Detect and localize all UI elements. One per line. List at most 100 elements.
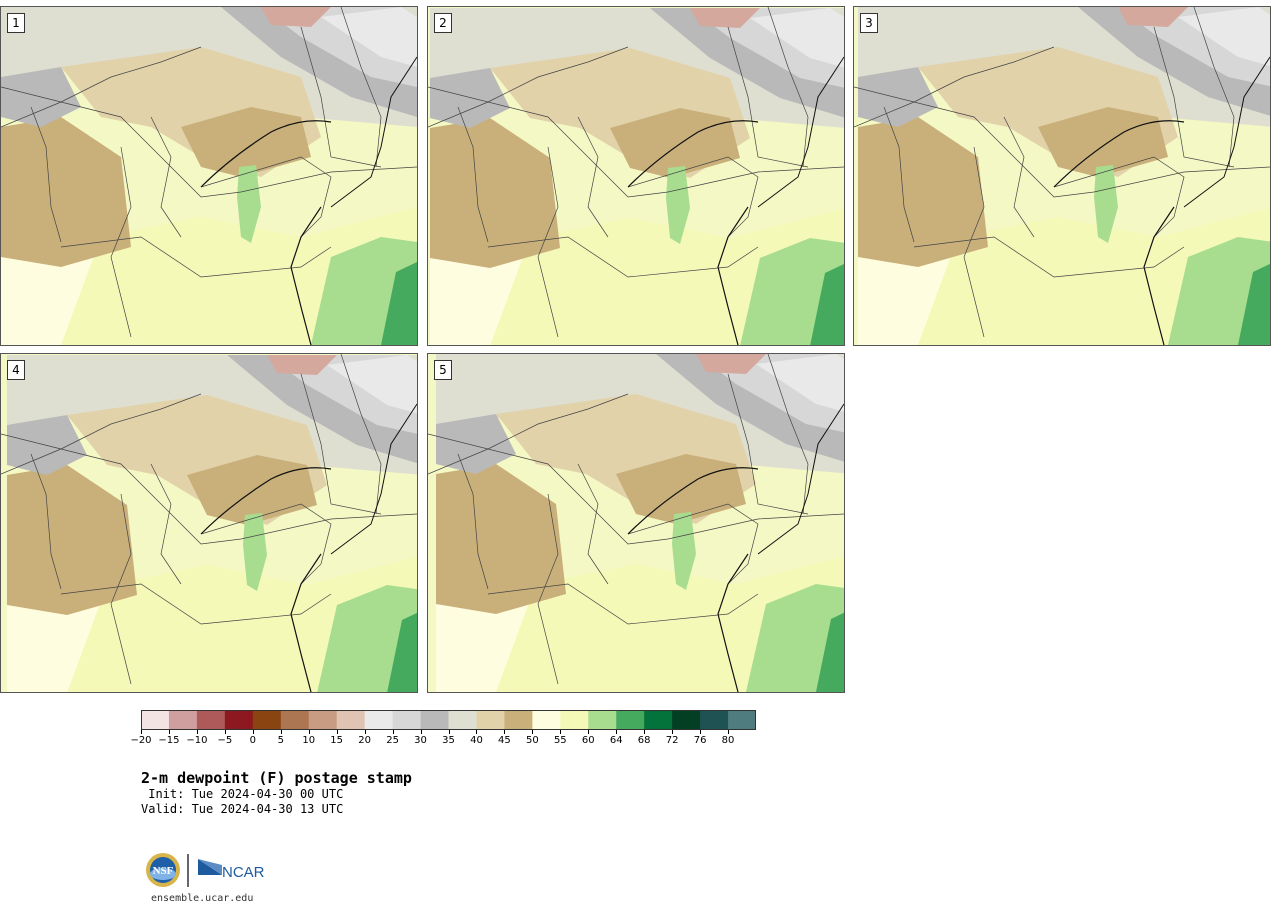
colorbar-swatch bbox=[196, 710, 226, 730]
state-boundary bbox=[1153, 26, 1235, 168]
colorbar-tickmark bbox=[588, 730, 590, 734]
colorbar-tickmark bbox=[560, 730, 562, 734]
dewpoint-contour bbox=[237, 165, 261, 243]
dewpoint-contour bbox=[610, 108, 740, 178]
colorbar-tick-label: 60 bbox=[581, 735, 595, 746]
colorbar-swatch bbox=[280, 710, 310, 730]
state-boundary bbox=[883, 106, 915, 243]
dewpoint-contour bbox=[317, 585, 417, 692]
state-boundary bbox=[1193, 7, 1235, 168]
colorbar-tickmark bbox=[252, 730, 254, 734]
coastline bbox=[717, 553, 749, 692]
colorbar-swatch bbox=[672, 710, 701, 730]
state-boundary bbox=[110, 146, 132, 338]
colorbar-tickmark bbox=[168, 730, 170, 734]
colorbar-tick-label: 55 bbox=[553, 735, 567, 746]
colorbar-tickmark bbox=[141, 730, 142, 734]
colorbar-swatch bbox=[448, 710, 477, 730]
colorbar-tick-label: 45 bbox=[498, 735, 511, 746]
colorbar-tickmark bbox=[196, 730, 198, 734]
dewpoint-contour bbox=[243, 513, 267, 591]
dewpoint-contour bbox=[1, 117, 131, 267]
coastline bbox=[1183, 56, 1270, 208]
dewpoint-contour bbox=[267, 355, 337, 375]
state-boundary bbox=[1003, 116, 1035, 238]
map-panel-4: 4 bbox=[0, 353, 418, 693]
state-boundary bbox=[767, 7, 809, 168]
state-boundary bbox=[1, 433, 417, 545]
state-boundary bbox=[200, 156, 332, 238]
state-boundary bbox=[457, 453, 489, 590]
colorbar-tick-label: 15 bbox=[330, 735, 344, 746]
colorbar-swatch bbox=[252, 710, 282, 730]
coastline bbox=[1143, 206, 1175, 345]
map-panel-5: 5 bbox=[427, 353, 845, 693]
dewpoint-contour bbox=[387, 612, 417, 692]
colorbar-tickmark bbox=[728, 730, 730, 734]
state-boundary bbox=[854, 86, 1270, 198]
colorbar-swatch bbox=[141, 710, 170, 730]
colorbar-tick-label: 72 bbox=[665, 735, 679, 746]
colorbar-swatch bbox=[588, 710, 617, 730]
panel-number: 5 bbox=[434, 360, 452, 380]
nsf-text: NSF bbox=[153, 865, 174, 877]
state-boundary bbox=[537, 493, 559, 685]
colorbar-tickmark bbox=[448, 730, 450, 734]
state-boundary bbox=[1, 393, 202, 475]
dewpoint-contour bbox=[187, 455, 317, 525]
colorbar-tick-label: −15 bbox=[158, 735, 180, 746]
coastline bbox=[330, 56, 417, 208]
dewpoint-contour bbox=[1178, 7, 1270, 66]
map-field bbox=[7, 355, 417, 692]
state-boundary bbox=[340, 354, 382, 515]
dewpoint-contour bbox=[1238, 263, 1270, 345]
state-boundary bbox=[577, 463, 609, 585]
dewpoint-contour bbox=[756, 354, 844, 412]
colorbar-swatch bbox=[168, 710, 198, 730]
dewpoint-contour bbox=[816, 612, 844, 692]
colorbar-tick-label: 80 bbox=[721, 735, 735, 746]
state-boundary bbox=[340, 7, 382, 168]
lake-shoreline bbox=[200, 120, 332, 188]
panel-number: 3 bbox=[860, 13, 878, 33]
colorbar-tickmark bbox=[504, 730, 506, 734]
state-boundary bbox=[913, 236, 1185, 278]
colorbar-swatch bbox=[392, 710, 422, 730]
colorbar-tick-label: 5 bbox=[277, 735, 284, 746]
nsf-ncar-logo: NSF NCAR bbox=[146, 853, 265, 887]
state-boundary bbox=[428, 393, 629, 475]
coastline bbox=[717, 206, 749, 345]
state-boundary bbox=[60, 583, 332, 625]
dewpoint-contour bbox=[690, 8, 760, 28]
state-boundary bbox=[428, 433, 844, 545]
colorbar-tick-label: 50 bbox=[525, 735, 539, 746]
map-field bbox=[436, 354, 844, 692]
colorbar-swatch bbox=[560, 710, 589, 730]
colorbar-swatch bbox=[336, 710, 366, 730]
dewpoint-contour bbox=[616, 454, 746, 524]
colorbar-tick-label: 64 bbox=[609, 735, 623, 746]
colorbar-tick-label: 30 bbox=[414, 735, 427, 746]
colorbar bbox=[141, 710, 756, 730]
init-time: Init: Tue 2024-04-30 00 UTC bbox=[141, 787, 344, 801]
colorbar-ticks: −20 −15 −10 −5 0 5 10 15 20 25 30 35 40 45 50 55 60 64 68 7… bbox=[130, 730, 781, 750]
colorbar-tick-label: 40 bbox=[470, 735, 483, 746]
colorbar-tick-label: −5 bbox=[217, 735, 233, 746]
colorbar-swatch bbox=[420, 710, 449, 730]
dewpoint-contour bbox=[430, 68, 510, 128]
ncar-text: NCAR bbox=[222, 864, 265, 881]
colorbar-tickmark bbox=[308, 730, 310, 734]
dewpoint-contour bbox=[430, 118, 560, 268]
colorbar-tickmark bbox=[700, 730, 702, 734]
lake-shoreline bbox=[627, 467, 759, 535]
colorbar-swatch bbox=[532, 710, 561, 730]
state-boundary bbox=[30, 106, 62, 243]
colorbar-tick-label: 20 bbox=[358, 735, 371, 746]
dewpoint-contour bbox=[7, 465, 137, 615]
website-url: ensemble.ucar.edu bbox=[151, 893, 254, 904]
state-boundary bbox=[300, 373, 382, 515]
colorbar-tickmark bbox=[224, 730, 226, 734]
colorbar-swatch bbox=[504, 710, 533, 730]
dewpoint-contour bbox=[810, 263, 844, 345]
map-field bbox=[858, 7, 1270, 345]
